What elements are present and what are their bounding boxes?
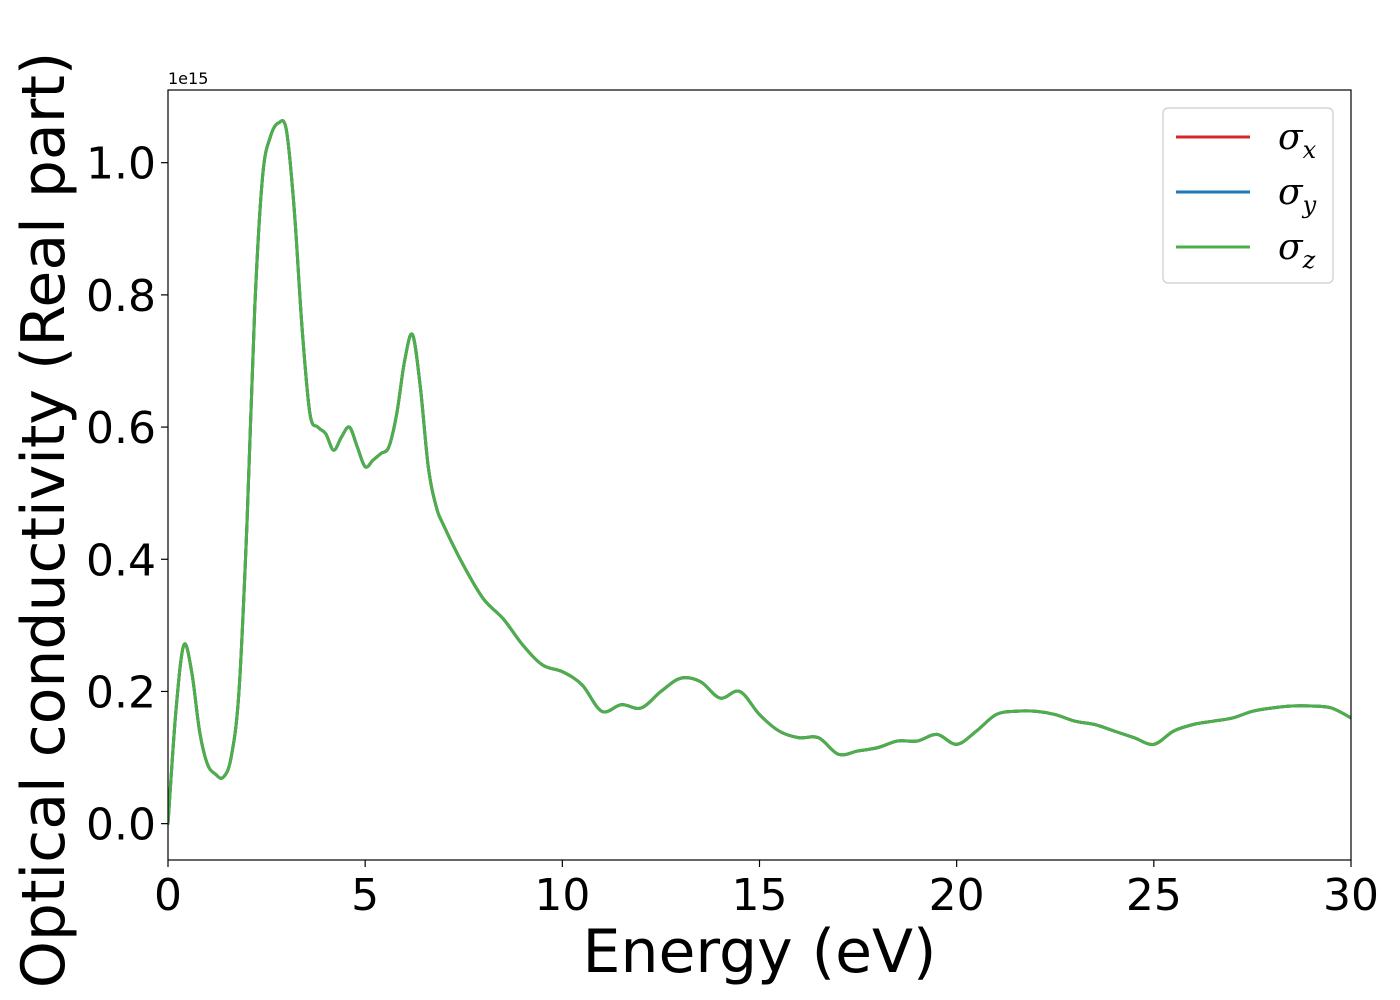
legend-label-z: σz xyxy=(1278,227,1316,274)
x-axis-title: Energy (eV) xyxy=(583,917,937,987)
x-tick-label: 15 xyxy=(732,870,788,921)
x-tick-label: 30 xyxy=(1323,870,1379,921)
y-tick-label: 0.0 xyxy=(86,800,156,851)
y-tick-label: 0.6 xyxy=(86,403,156,454)
legend: σx σy σz xyxy=(1162,107,1334,284)
ticks-layer: 0 5 10 15 20 25 30 0.0 0.2 0.4 0.6 0.8 1.0 xyxy=(86,139,1379,921)
x-tick-label: 5 xyxy=(351,870,379,921)
y-tick-label: 1.0 xyxy=(86,139,156,190)
legend-label-x: σx xyxy=(1278,117,1317,164)
y-tick-label: 0.8 xyxy=(86,271,156,322)
series-layer xyxy=(168,119,1351,826)
y-axis-title: Optical conductivity (Real part) xyxy=(9,52,79,989)
y-tick-label: 0.4 xyxy=(86,535,156,586)
x-tick-label: 10 xyxy=(534,870,590,921)
y-offset-label: 1e15 xyxy=(168,69,208,88)
y-tick-label: 0.2 xyxy=(86,667,156,718)
x-tick-label: 0 xyxy=(154,870,182,921)
series-line-z xyxy=(168,119,1351,826)
x-tick-label: 20 xyxy=(929,870,985,921)
x-tick-label: 25 xyxy=(1126,870,1182,921)
legend-label-y: σy xyxy=(1278,172,1317,219)
legend-box xyxy=(1162,107,1334,284)
